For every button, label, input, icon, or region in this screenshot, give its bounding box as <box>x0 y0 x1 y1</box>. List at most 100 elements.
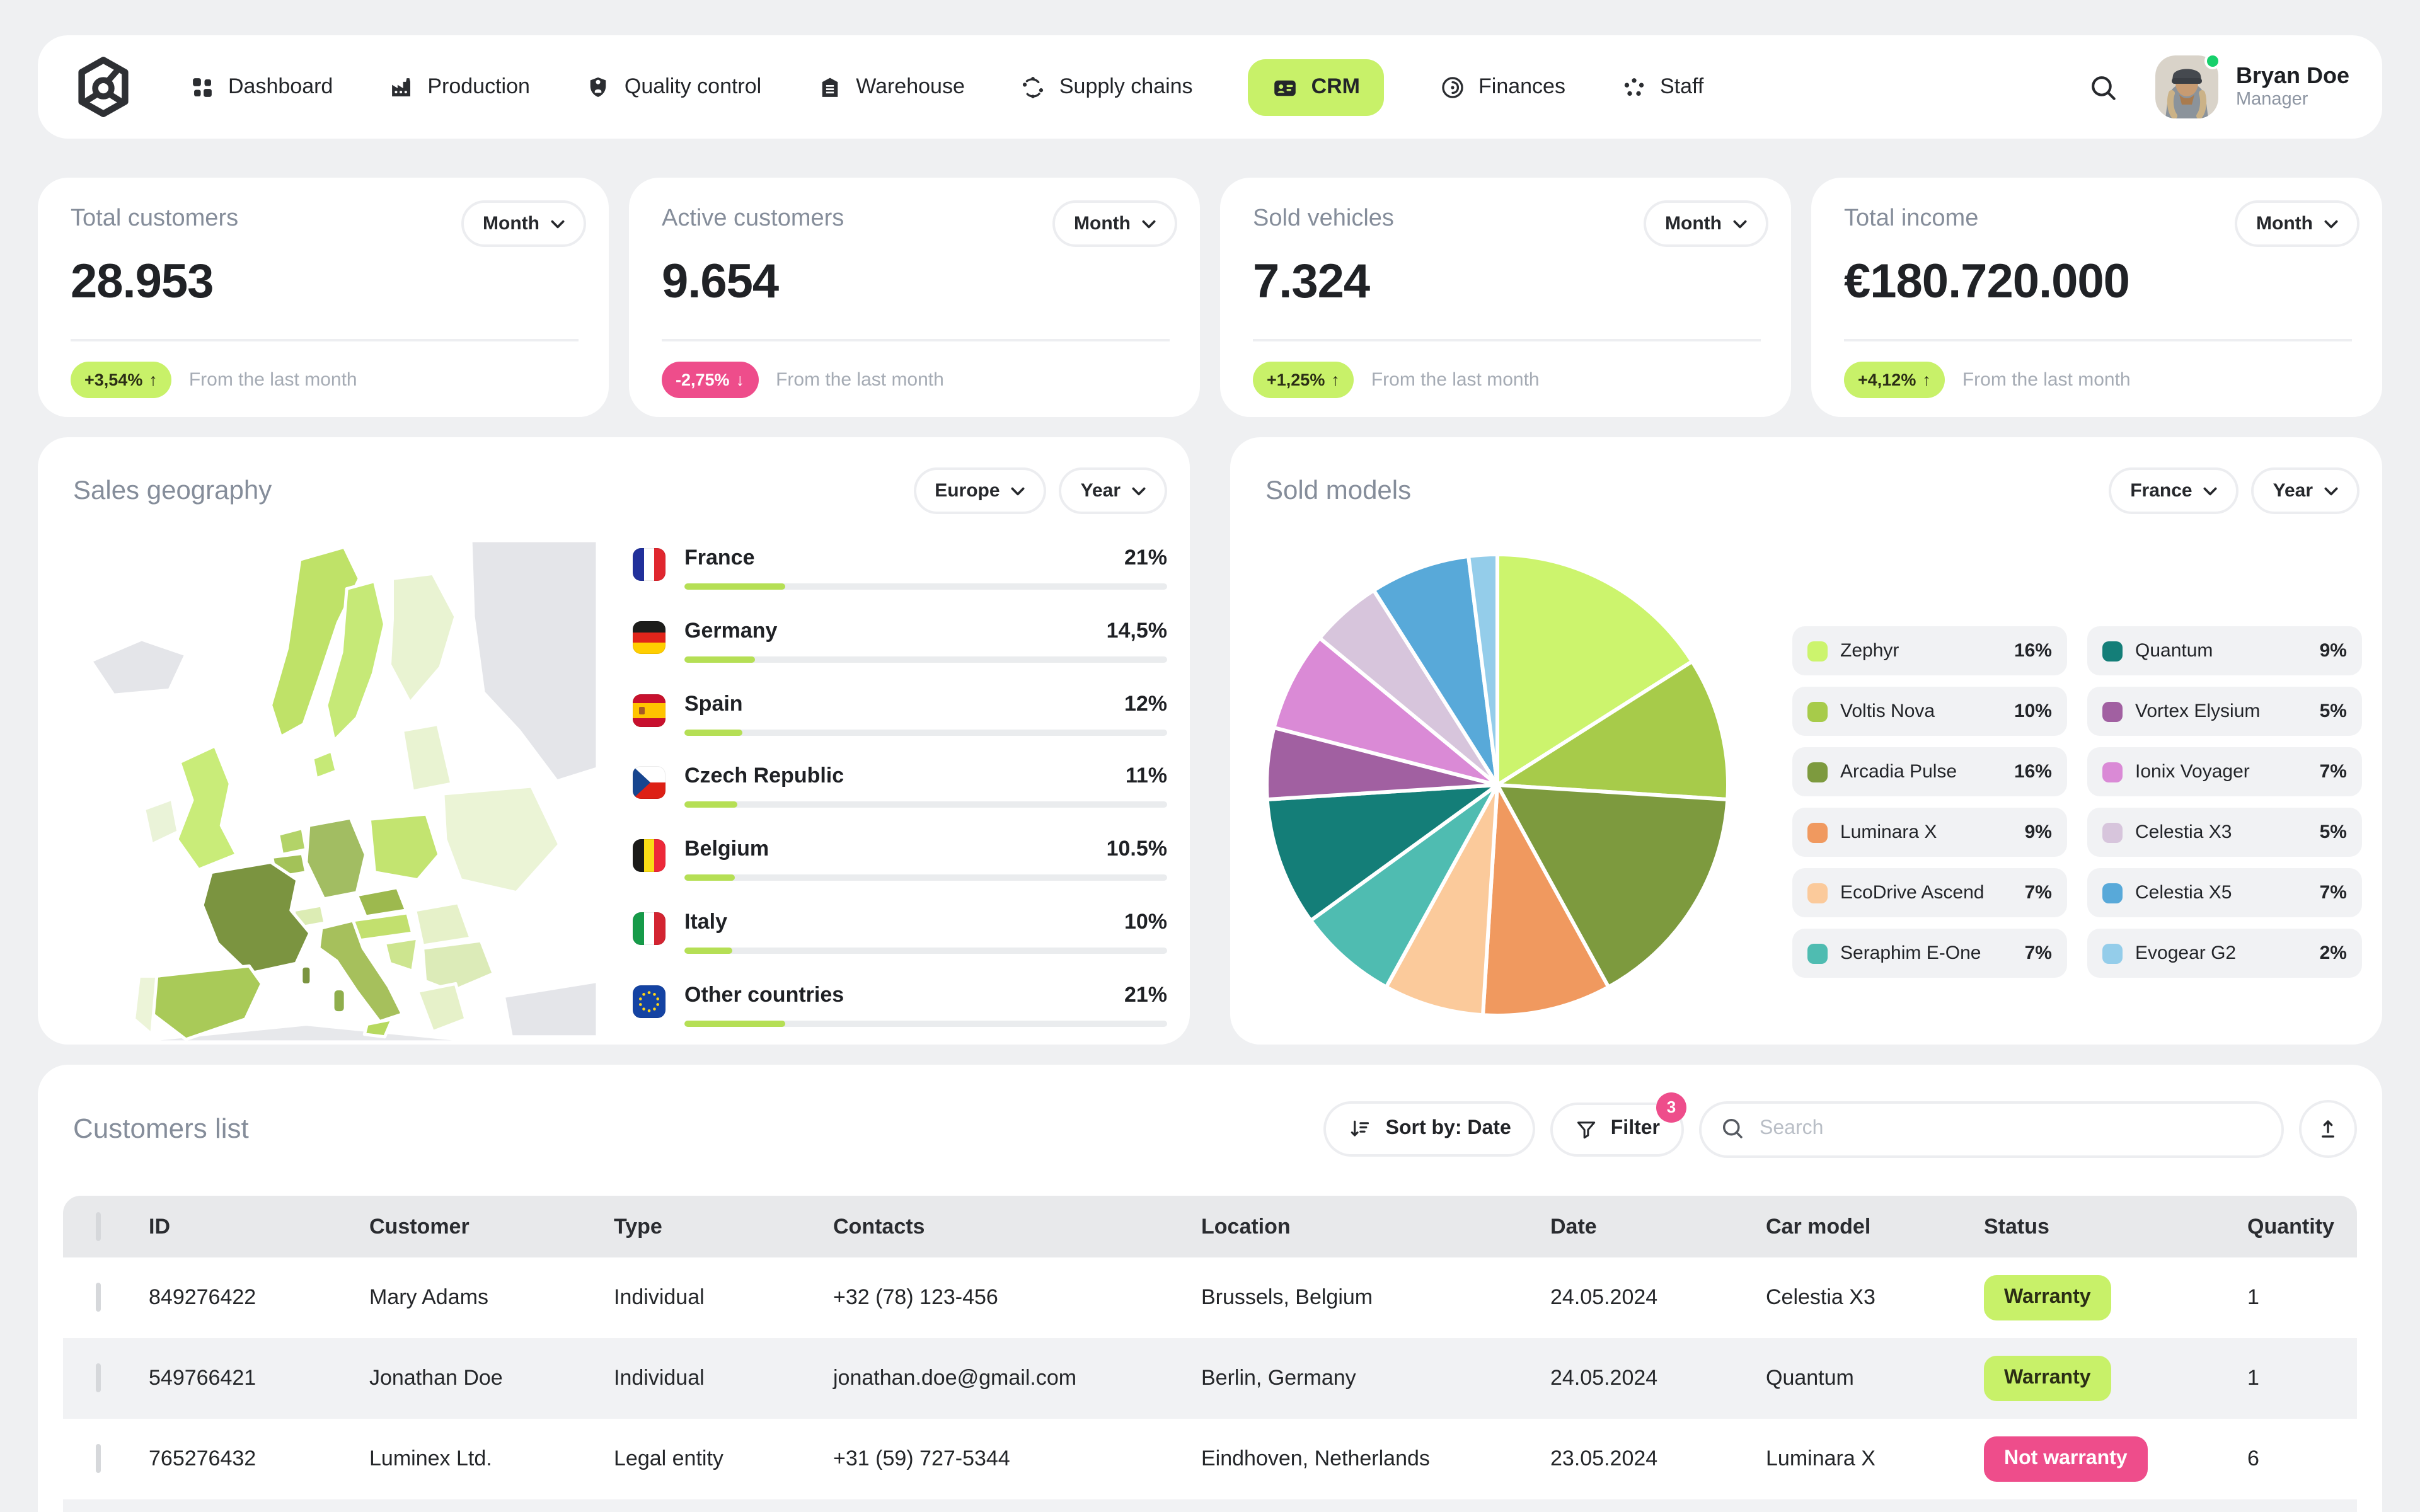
legend-percent: 16% <box>2014 640 2052 662</box>
cell-id: 765276432 <box>149 1446 256 1470</box>
nav-item-staff[interactable]: Staff <box>1621 74 1703 100</box>
nav-item-label: Quality control <box>624 74 762 98</box>
filter-button[interactable]: Filter 3 <box>1550 1092 1686 1156</box>
column-header-car-model: Car model <box>1766 1214 1871 1238</box>
chevron-down-icon <box>1011 486 1025 496</box>
table-row[interactable]: 849276422 Mary Adams Individual +32 (78) 12… <box>63 1257 2357 1338</box>
crm-card-icon <box>1272 74 1299 100</box>
stat-card-sold-vehicles: Sold vehicles Month 7.324 +1,25% ↑ From the l… <box>1220 178 1791 417</box>
stat-title: Active customers <box>662 205 844 232</box>
pie-slice-seraphim-e-one <box>1308 783 1499 989</box>
cell-location: Brussels, Belgium <box>1201 1285 1373 1309</box>
nav-item-quality-control[interactable]: Quality control <box>585 74 761 100</box>
nav-item-finances[interactable]: Finances <box>1439 74 1565 100</box>
user-profile[interactable]: Bryan Doe Manager <box>2155 53 2349 118</box>
period-dropdown[interactable]: Month <box>1644 200 1768 247</box>
chevron-down-icon <box>2324 486 2338 496</box>
pie-slice-ecodrive-ascend <box>1384 783 1499 1017</box>
delta-value: -2,75% <box>676 370 730 389</box>
sold-models-title: Sold models <box>1265 476 1412 505</box>
search-input[interactable] <box>1699 1101 2284 1157</box>
nav-item-label: Supply chains <box>1059 74 1193 98</box>
column-header-contacts: Contacts <box>833 1214 925 1238</box>
stat-title: Total income <box>1844 205 1979 232</box>
search-icon <box>1719 1114 1746 1147</box>
nav-item-dashboard[interactable]: Dashboard <box>189 74 333 100</box>
dropdown-value: Month <box>1074 213 1131 234</box>
period-dropdown[interactable]: Month <box>461 200 586 247</box>
country-sales-list: France 21% Germany 14,5% Spain 12% Czech Repub… <box>633 546 1167 1027</box>
legend-swatch <box>2102 943 2123 963</box>
table-row[interactable]: 765276432 Luminex Ltd. Legal entity +31 (59… <box>63 1419 2357 1499</box>
finances-coin-icon <box>1439 74 1466 100</box>
search-icon <box>2092 76 2116 100</box>
geo-filter-year[interactable]: Year <box>1059 467 1167 514</box>
country-name: Germany <box>684 618 778 643</box>
column-header-id: ID <box>149 1214 170 1238</box>
legend-percent: 9% <box>2319 640 2347 662</box>
sort-button[interactable]: Sort by: Date <box>1323 1101 1535 1157</box>
country-percent: 14,5% <box>1106 618 1167 643</box>
country-name: France <box>684 546 755 570</box>
cell-id: 849276422 <box>149 1285 256 1309</box>
divider <box>1844 339 2352 341</box>
export-button[interactable] <box>2299 1100 2357 1158</box>
flag-icon-it <box>633 912 666 946</box>
stat-value: 7.324 <box>1253 256 1370 309</box>
cell-date: 24.05.2024 <box>1550 1285 1658 1309</box>
cell-date: 24.05.2024 <box>1550 1366 1658 1390</box>
dropdown-value: Month <box>2256 213 2313 234</box>
legend-label: Celestia X5 <box>2135 882 2232 903</box>
stat-note: From the last month <box>1962 369 2131 391</box>
legend-label: Arcadia Pulse <box>1840 761 1957 782</box>
dropdown-value: Year <box>2273 480 2313 501</box>
nav-item-supply-chains[interactable]: Supply chains <box>1020 74 1193 100</box>
country-progress-bar <box>684 1020 1167 1027</box>
legend-label: Ionix Voyager <box>2135 761 2250 782</box>
search-button[interactable] <box>2085 68 2123 106</box>
models-filter-france[interactable]: France <box>2109 467 2239 514</box>
filter-funnel-icon <box>1577 1121 1595 1138</box>
country-name: Other countries <box>684 982 844 1007</box>
period-dropdown[interactable]: Month <box>1052 200 1177 247</box>
column-header-location: Location <box>1201 1214 1291 1238</box>
table-header-row: ID Customer Type Contacts Location Date Car mo… <box>63 1196 2357 1257</box>
grid-icon <box>189 74 216 100</box>
legend-swatch <box>1807 822 1828 842</box>
nav-item-production[interactable]: Production <box>388 74 530 100</box>
arrow-down-icon: ↓ <box>735 370 745 389</box>
legend-swatch <box>2102 883 2123 903</box>
divider <box>1253 339 1761 341</box>
nav-item-crm[interactable]: CRM <box>1248 59 1384 115</box>
models-filter-year[interactable]: Year <box>2251 467 2360 514</box>
geo-filter-europe[interactable]: Europe <box>913 467 1047 514</box>
stat-card-active-customers: Active customers Month 9.654 -2,75% ↓ From th… <box>629 178 1200 417</box>
period-dropdown[interactable]: Month <box>2235 200 2360 247</box>
arrow-up-icon: ↑ <box>149 370 158 389</box>
legend-item-arcadia-pulse: Arcadia Pulse 16% <box>1792 747 2067 796</box>
pie-slice-quantum <box>1265 783 1499 923</box>
dropdown-value: Month <box>483 213 539 234</box>
country-percent: 10% <box>1124 910 1167 934</box>
table-row[interactable]: 549766421 Jonathan Doe Individual jonathan.… <box>63 1338 2357 1419</box>
row-checkbox[interactable] <box>96 1444 101 1473</box>
sort-icon <box>1351 1120 1369 1137</box>
cell-location: Berlin, Germany <box>1201 1366 1356 1390</box>
country-row-other-countries: Other countries 21% <box>633 983 1167 1027</box>
pie-slice-luminara-x <box>1481 783 1611 1017</box>
select-all-checkbox[interactable] <box>96 1211 101 1240</box>
row-checkbox[interactable] <box>96 1363 101 1392</box>
app-logo[interactable] <box>71 54 136 120</box>
cell-customer: Mary Adams <box>369 1285 488 1309</box>
nav-item-warehouse[interactable]: Warehouse <box>817 74 965 100</box>
legend-item-ecodrive-ascend: EcoDrive Ascend 7% <box>1792 868 2067 917</box>
country-name: Spain <box>684 691 743 716</box>
row-checkbox[interactable] <box>96 1283 101 1312</box>
country-name: Italy <box>684 910 728 934</box>
country-row-italy: Italy 10% <box>633 910 1167 954</box>
sold-models-pie-chart <box>1265 552 1730 1017</box>
flag-icon-es <box>633 694 666 727</box>
legend-item-quantum: Quantum 9% <box>2087 626 2362 675</box>
dropdown-value: Month <box>1665 213 1722 234</box>
